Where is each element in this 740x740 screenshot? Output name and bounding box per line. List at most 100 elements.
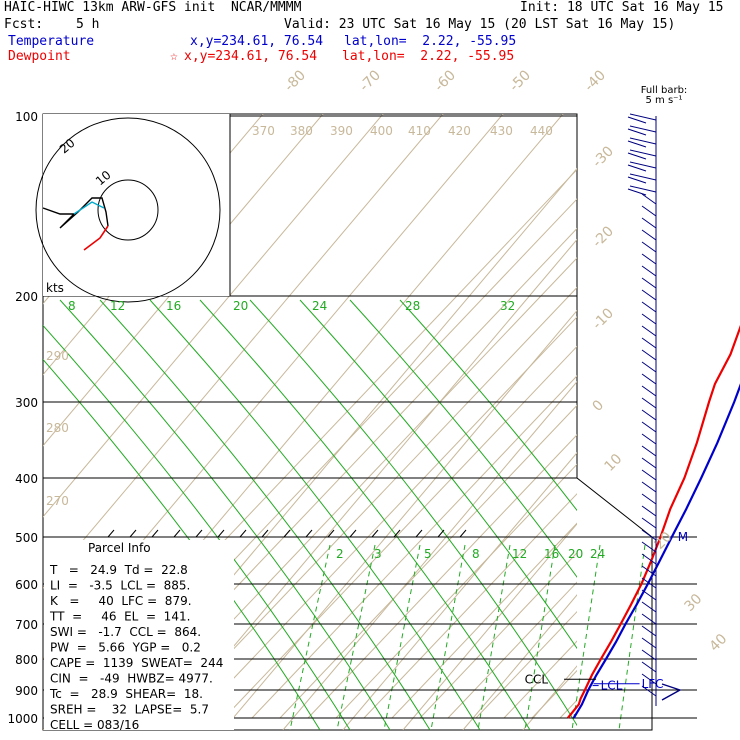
dewpoint-marker-icon: ☆ — [170, 49, 178, 64]
parcel-info-row: SWI = -1.7 CCL = 864. — [50, 625, 201, 639]
isotherm-line — [447, 581, 577, 719]
hatch-mark — [107, 529, 115, 538]
wind-barb — [641, 613, 657, 625]
wind-barb — [641, 517, 657, 529]
wind-barb — [629, 161, 657, 169]
mixing-ratio-label: 20 — [568, 547, 583, 561]
wind-barb — [641, 493, 657, 505]
wind-barb — [641, 217, 657, 229]
hatch-mark — [195, 529, 203, 538]
wind-barb — [641, 229, 657, 241]
temperature-xy: x,y=234.61, 76.54 — [190, 34, 324, 49]
isotherm-line — [139, 257, 577, 719]
adiabat-line — [282, 380, 577, 730]
wind-barb — [629, 173, 657, 181]
wind-barb — [641, 565, 657, 577]
wind-barb — [641, 373, 657, 385]
parcel-info-row: Tc = 28.9 SHEAR= 18. — [49, 687, 203, 701]
wind-barb — [641, 589, 657, 601]
hatch-mark — [283, 529, 291, 538]
isotherm-line — [419, 552, 577, 719]
isotherm-label: 0 — [590, 397, 608, 415]
parcel-info-row: CELL = 083/16 — [50, 718, 139, 732]
wind-barb — [641, 661, 657, 673]
mixing-ratio-label: 12 — [512, 547, 527, 561]
wind-barb — [641, 601, 657, 613]
wind-barb — [641, 685, 657, 697]
isotherm-label: -80 — [282, 67, 309, 94]
mixing-ratio-label: 16 — [544, 547, 559, 561]
wind-barb — [641, 397, 657, 409]
wind-barb — [641, 193, 657, 205]
wind-barb — [641, 541, 657, 553]
hodograph-units-label: kts — [46, 281, 64, 295]
dewpoint-latlon: lat,lon= 2.22, -55.95 — [342, 49, 515, 64]
wind-barb-feather — [627, 176, 647, 184]
mixing-ratio-dashed-line — [336, 544, 376, 730]
mixing-ratio-dashed-line — [524, 544, 556, 730]
wind-barb-feather — [627, 128, 647, 136]
mixing-ratio-label: 16 — [166, 299, 181, 313]
mixing-ratio-group — [43, 299, 577, 730]
parcel-info-bg — [44, 540, 234, 730]
mixing-ratio-line — [43, 358, 321, 730]
wind-barb — [641, 301, 657, 313]
wind-barb — [641, 529, 657, 541]
mixing-ratio-label: 2 — [336, 547, 344, 561]
level-label: LCL — [601, 679, 623, 693]
dewpoint-profile — [566, 324, 740, 719]
model-title: HAIC-HIWC 13km ARW-GFS init NCAR/MMMM — [4, 0, 302, 15]
isotherm-line — [195, 316, 577, 719]
pressure-tick-label: 500 — [15, 531, 38, 545]
level-label: CCL — [525, 672, 549, 686]
theta-label: 420 — [448, 124, 471, 138]
isotherm-label: 10 — [602, 451, 626, 475]
wind-barb — [641, 265, 657, 277]
parcel-info-row: LI = -3.5 LCL = 885. — [50, 579, 190, 593]
pressure-tick-label: 300 — [15, 396, 38, 410]
hatch-mark — [129, 529, 137, 538]
level-label: M — [678, 530, 688, 544]
mixing-ratio-line — [249, 299, 577, 727]
hatch-mark — [217, 529, 225, 538]
mixing-ratio-dashed-line — [383, 544, 421, 730]
hodograph-ring-outer — [35, 117, 221, 303]
wind-barb — [641, 205, 657, 217]
theta-label: 390 — [330, 124, 353, 138]
wind-barb — [641, 433, 657, 445]
mixing-ratio-label: 28 — [405, 299, 420, 313]
wind-barb — [641, 241, 657, 253]
theta-label: 370 — [252, 124, 275, 138]
adiabat-line — [162, 238, 577, 730]
theta-label: 380 — [290, 124, 313, 138]
parcel-info-title: Parcel Info — [88, 541, 151, 555]
wind-barb — [641, 457, 657, 469]
isotherm-line — [279, 404, 577, 719]
hatch-mark — [151, 529, 159, 538]
adiabat-line — [43, 114, 324, 447]
hodograph-trace-lower — [83, 225, 109, 251]
mixing-ratio-line — [399, 299, 577, 512]
isotherm-label: -50 — [507, 67, 534, 94]
isotherm-label: -60 — [432, 67, 459, 94]
mixing-ratio-label: 5 — [424, 547, 432, 561]
hatch-mark — [261, 529, 269, 538]
wind-barb-feather — [627, 140, 647, 148]
wind-barb — [641, 577, 657, 589]
mixing-ratio-label: 24 — [312, 299, 327, 313]
pressure-tick-label: 1000 — [7, 712, 38, 726]
mixing-ratio-label: 20 — [233, 299, 248, 313]
wind-barb — [641, 361, 657, 373]
hatch-mark — [305, 529, 313, 538]
isotherm-label: 40 — [707, 631, 731, 655]
hatch-mark — [371, 529, 379, 538]
isotherm-label: 30 — [682, 591, 706, 615]
hatch-mark — [349, 529, 357, 538]
wind-barb — [641, 553, 657, 565]
wind-barb — [641, 625, 657, 637]
pressure-tick-label: 700 — [15, 618, 38, 632]
wind-barb — [641, 337, 657, 349]
mixing-ratio-lower-group — [289, 544, 646, 730]
wind-barb — [629, 113, 657, 121]
mixing-ratio-label: 24 — [590, 547, 605, 561]
